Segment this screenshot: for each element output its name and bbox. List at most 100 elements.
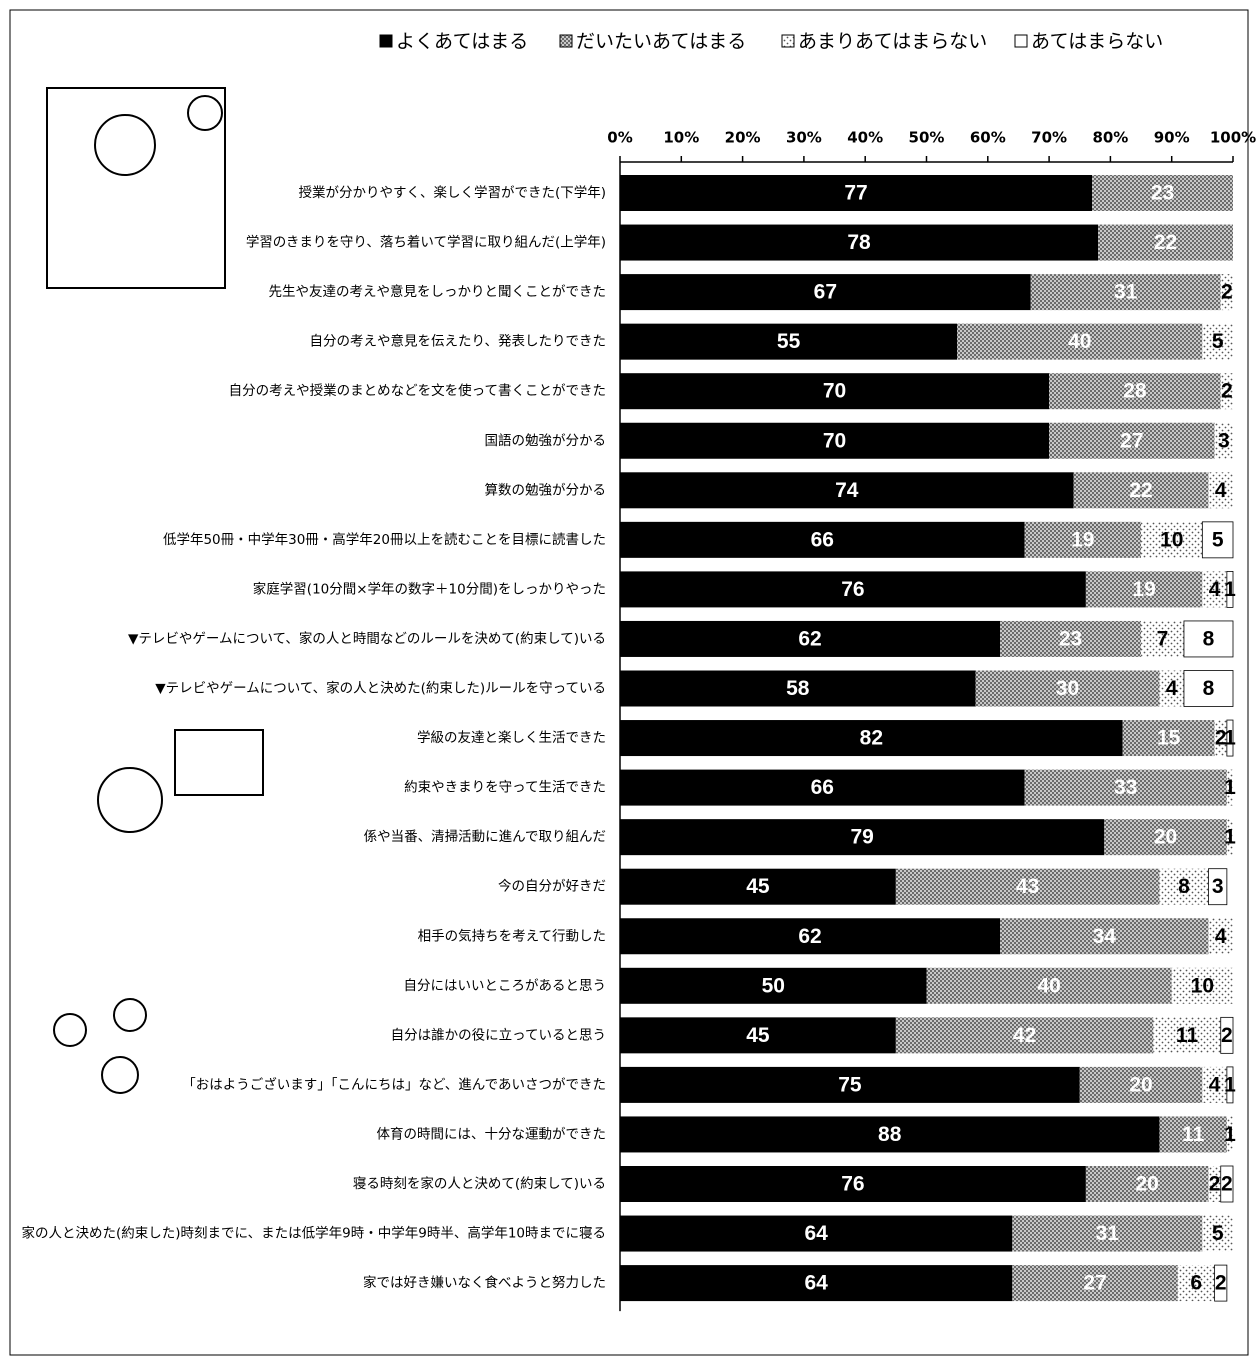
value-label: 5: [1212, 1222, 1224, 1245]
bar-segment: [1024, 769, 1227, 806]
value-label: 70: [823, 429, 846, 452]
bar-segment: [620, 175, 1093, 211]
x-tick-label: 90%: [1154, 129, 1190, 147]
bar-segment: [1226, 719, 1234, 757]
bar-segment: [620, 1265, 1013, 1302]
legend-label: よくあてはまる: [396, 31, 528, 53]
value-label: 66: [811, 528, 834, 551]
bar-segment: [1226, 819, 1233, 856]
legend-label: あまりあてはまらない: [798, 31, 987, 53]
value-label: 34: [1093, 925, 1117, 948]
bar-segment: [620, 521, 1025, 558]
x-tick-label: 100%: [1210, 129, 1256, 147]
value-label: 77: [844, 182, 867, 205]
bar-segment: [1085, 571, 1203, 608]
bar-segment: [1202, 323, 1233, 360]
value-label: 40: [1037, 974, 1060, 997]
category-label: 「おはようございます」「こんにちは」など、進んであいさつができた: [182, 1076, 606, 1093]
value-label: 58: [786, 677, 810, 700]
category-label: 相手の気持ちを考えて行動した: [418, 928, 606, 944]
value-label: 67: [814, 281, 837, 304]
category-label: 自分の考えや授業のまとめなどを文を使って書くことができた: [229, 382, 606, 399]
category-label: 家庭学習(10分間×学年の数字＋10分間)をしっかりやった: [253, 580, 606, 597]
bar-segment: [620, 1017, 896, 1054]
bar-segment: [1226, 571, 1234, 608]
value-label: 40: [1068, 330, 1091, 353]
bar-segment: [620, 1116, 1160, 1153]
category-label: 低学年50冊・中学年30冊・高学年20冊以上を読むことを目標に読書した: [163, 531, 606, 548]
value-label: 4: [1209, 578, 1221, 601]
value-label: 10: [1191, 974, 1214, 997]
category-label: ▼テレビやゲームについて、家の人と時間などのルールを決めて(約束して)いる: [128, 630, 606, 647]
value-label: 82: [860, 727, 883, 750]
bar-segment: [957, 323, 1203, 360]
bar-segment: [1079, 1066, 1203, 1103]
category-label: 授業が分かりやすく、楽しく学習ができた(下学年): [298, 185, 606, 201]
bar-segment: [1214, 422, 1233, 459]
category-label: 寝る時刻を家の人と決めて(約束して)いる: [353, 1175, 606, 1192]
bar-segment: [1000, 918, 1209, 955]
bar-segment: [620, 918, 1001, 955]
value-label: 45: [746, 1024, 770, 1047]
x-tick-label: 0%: [607, 129, 632, 147]
category-label: 自分の考えや意見を伝えたり、発表したりできた: [310, 333, 606, 350]
value-label: 27: [1120, 429, 1143, 452]
x-tick-label: 60%: [970, 129, 1006, 147]
bar-segment: [620, 1066, 1080, 1103]
value-label: 6: [1190, 1272, 1202, 1295]
category-label: 自分にはいいところがあると思う: [404, 978, 607, 994]
bar-segment: [1104, 819, 1227, 856]
bar-segment: [1153, 1017, 1221, 1054]
value-label: 64: [804, 1222, 828, 1245]
value-label: 23: [1151, 182, 1174, 205]
bar-segment: [620, 1215, 1013, 1252]
bar-segment: [1159, 868, 1209, 905]
bar-segment: [620, 1166, 1086, 1202]
bar-segment: [620, 571, 1086, 608]
value-label: 27: [1083, 1272, 1106, 1295]
value-label: 19: [1132, 578, 1155, 601]
bar-segment: [1202, 1066, 1227, 1103]
bar-segment: [620, 819, 1105, 856]
bar-segment: [1183, 620, 1234, 658]
x-tick-label: 30%: [786, 129, 822, 147]
value-label: 20: [1136, 1173, 1159, 1196]
value-label: 2: [1221, 281, 1233, 304]
x-tick-label: 50%: [909, 129, 945, 147]
category-label: ▼テレビやゲームについて、家の人と決めた(約束した)ルールを守っている: [155, 680, 606, 697]
value-label: 4: [1215, 479, 1227, 502]
category-label: 係や当番、清掃活動に進んで取り組んだ: [364, 828, 606, 845]
bar-segment: [620, 323, 958, 360]
bar-segment: [1073, 472, 1209, 509]
value-label: 76: [841, 578, 864, 601]
category-label: 学級の友達と楽しく生活できた: [417, 730, 606, 746]
category-label: 家の人と決めた(約束した)時刻までに、または低学年9時・中学年9時半、高学年10…: [22, 1225, 606, 1242]
value-label: 30: [1056, 677, 1079, 700]
value-label: 4: [1215, 925, 1227, 948]
bar-segment: [1208, 472, 1233, 509]
bar-segment: [1049, 373, 1221, 410]
bar-segment: [620, 274, 1031, 311]
bar-segment: [975, 670, 1160, 707]
legend-swatch: [559, 34, 573, 48]
legend-swatch: [379, 34, 393, 48]
bar-segment: [620, 769, 1025, 806]
bar-segment: [1226, 1066, 1234, 1104]
value-label: 22: [1154, 231, 1177, 254]
x-tick-label: 70%: [1031, 129, 1067, 147]
value-label: 4: [1166, 677, 1178, 700]
value-label: 1: [1224, 1073, 1236, 1096]
value-label: 31: [1114, 281, 1138, 304]
bar-segment: [1024, 521, 1142, 558]
bar-segment: [1220, 373, 1233, 410]
value-label: 79: [850, 826, 873, 849]
value-label: 20: [1129, 1073, 1152, 1096]
bar-segment: [1220, 1165, 1234, 1203]
value-label: 1: [1224, 826, 1236, 849]
x-tick-label: 40%: [847, 129, 883, 147]
value-label: 22: [1129, 479, 1152, 502]
bar-segment: [1208, 918, 1233, 955]
legend-swatch: [781, 34, 795, 48]
value-label: 2: [1221, 380, 1233, 403]
value-label: 75: [838, 1073, 862, 1096]
